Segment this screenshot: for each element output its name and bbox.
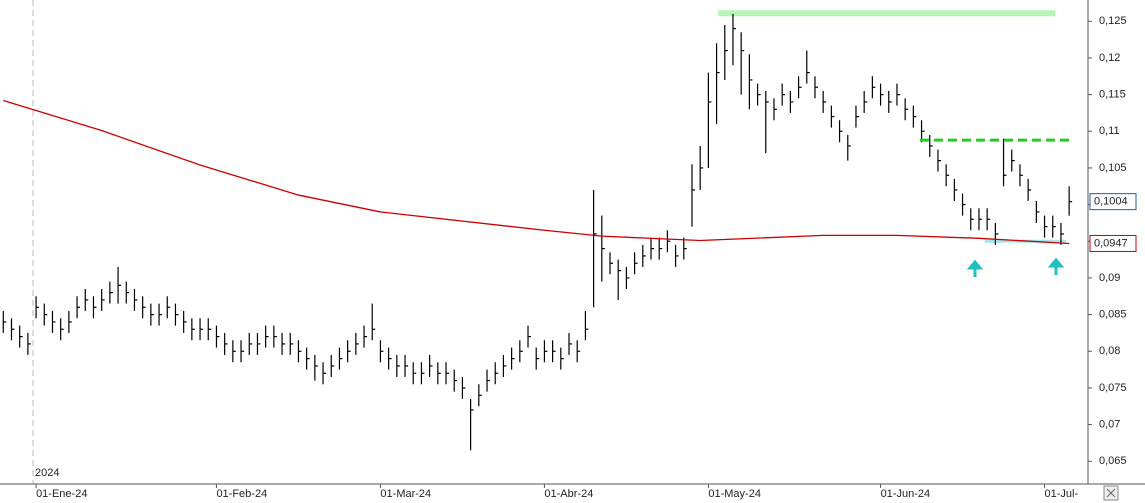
y-tick-label: 0,12 — [1099, 52, 1120, 64]
y-tick-label: 0,125 — [1099, 15, 1127, 27]
x-tick-label: 01-Mar-24 — [380, 488, 431, 500]
y-tick-label: 0,07 — [1099, 419, 1120, 431]
x-tick-label: 01-Jun-24 — [881, 488, 931, 500]
plot: 0,0650,070,0750,080,0850,090,0950,10,105… — [2, 10, 1137, 500]
y-tick-label: 0,105 — [1099, 162, 1127, 174]
moving-average — [3, 99, 1070, 245]
y-tick-label: 0,11 — [1099, 125, 1120, 137]
price-label: 0,0947 — [1094, 237, 1128, 249]
scale-icon-glyph — [1106, 488, 1116, 498]
x-tick-label: 01-Feb-24 — [216, 488, 267, 500]
y-tick-label: 0,085 — [1099, 309, 1127, 321]
price-label-box — [1089, 193, 1137, 211]
arrow — [1047, 257, 1065, 275]
x-tick-label: 01-Ene-24 — [36, 488, 87, 500]
y-tick-label: 0,09 — [1099, 272, 1120, 284]
y-tick-label: 0,115 — [1099, 89, 1126, 101]
y-tick-label: 0,065 — [1099, 455, 1127, 467]
x-tick-label: 01-May-24 — [708, 488, 761, 500]
price-label: 0,1004 — [1094, 196, 1128, 208]
price-label-box — [1089, 234, 1137, 252]
x-tick-label: 01-Jul- — [1045, 488, 1079, 500]
y-tick-label: 0,08 — [1099, 345, 1120, 357]
year-label: 2024 — [35, 467, 59, 479]
x-tick-label: 01-Abr-24 — [544, 488, 593, 500]
y-tick-label: 0,075 — [1099, 382, 1127, 394]
arrow — [966, 259, 984, 277]
